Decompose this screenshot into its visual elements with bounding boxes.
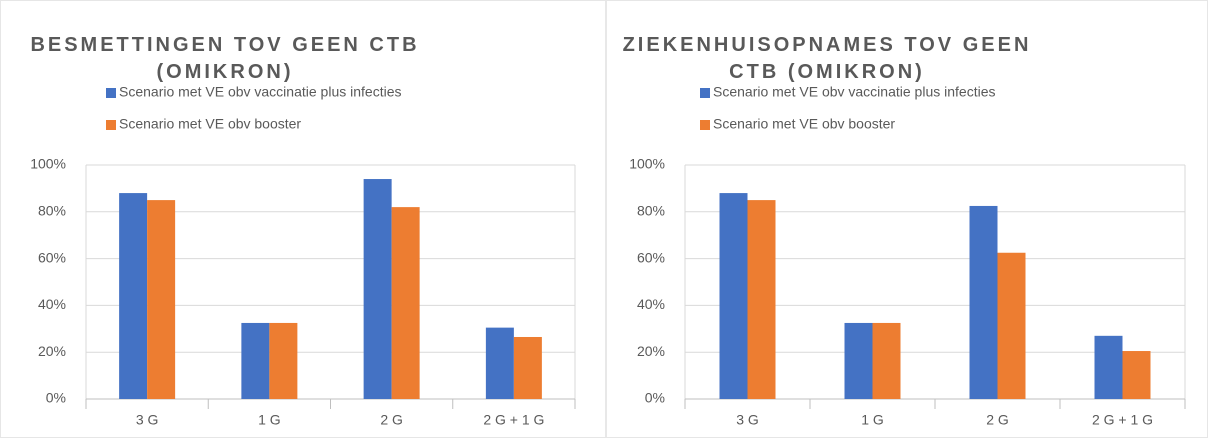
legend-label: Scenario met VE obv vaccinatie plus infe…	[713, 84, 995, 100]
y-tick-label: 80%	[637, 203, 665, 219]
bar	[119, 193, 148, 399]
bar	[872, 322, 901, 399]
bar	[513, 336, 542, 399]
legend-label: Scenario met VE obv booster	[119, 116, 301, 132]
bar	[147, 200, 176, 399]
x-tick-label: 1 G	[861, 412, 884, 428]
y-tick-label: 0%	[645, 390, 665, 406]
legend-swatch	[700, 88, 710, 98]
x-tick-label: 2 G	[380, 412, 403, 428]
y-tick-label: 60%	[38, 249, 66, 265]
y-tick-label: 60%	[637, 249, 665, 265]
x-tick-label: 2 G + 1 G	[483, 412, 544, 428]
chart-title: BESMETTINGEN TOV GEEN CTB (OMIKRON)	[30, 34, 420, 83]
legend-swatch	[106, 120, 116, 130]
legend-label: Scenario met VE obv vaccinatie plus infe…	[119, 84, 401, 100]
legend-label: Scenario met VE obv booster	[713, 116, 895, 132]
x-tick-label: 3 G	[736, 412, 759, 428]
legend-swatch	[106, 88, 116, 98]
y-tick-label: 0%	[46, 390, 66, 406]
y-tick-label: 80%	[38, 203, 66, 219]
bar	[969, 205, 998, 399]
y-tick-label: 40%	[637, 296, 665, 312]
x-tick-label: 1 G	[258, 412, 281, 428]
bar	[485, 327, 514, 399]
bar	[363, 179, 392, 399]
y-tick-label: 40%	[38, 296, 66, 312]
bar	[391, 207, 420, 399]
y-tick-label: 100%	[30, 156, 66, 172]
x-tick-label: 2 G	[986, 412, 1009, 428]
y-tick-label: 20%	[38, 343, 66, 359]
bar	[997, 252, 1026, 399]
y-tick-label: 20%	[637, 343, 665, 359]
bar	[719, 193, 748, 399]
x-tick-label: 3 G	[136, 412, 159, 428]
bar	[747, 200, 776, 399]
bar	[1122, 351, 1151, 399]
bar	[269, 322, 298, 399]
x-tick-label: 2 G + 1 G	[1092, 412, 1153, 428]
bar	[844, 322, 873, 399]
bar	[241, 322, 270, 399]
y-tick-label: 100%	[629, 156, 665, 172]
bar	[1094, 335, 1123, 399]
chart-title: ZIEKENHUISOPNAMES TOV GEEN CTB (OMIKRON)	[622, 34, 1032, 83]
legend-swatch	[700, 120, 710, 130]
